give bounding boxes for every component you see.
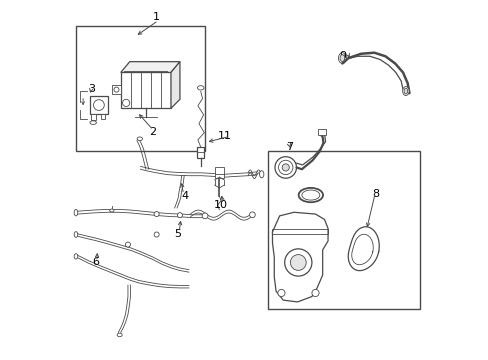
Text: 11: 11 bbox=[217, 131, 231, 141]
Circle shape bbox=[278, 160, 292, 175]
Circle shape bbox=[282, 164, 289, 171]
Circle shape bbox=[284, 249, 311, 276]
Bar bbox=[89, 96, 108, 114]
Circle shape bbox=[154, 232, 159, 237]
Circle shape bbox=[93, 100, 104, 111]
Ellipse shape bbox=[259, 171, 264, 178]
Text: 10: 10 bbox=[214, 200, 228, 210]
Text: 5: 5 bbox=[174, 229, 181, 239]
Ellipse shape bbox=[74, 254, 78, 259]
Polygon shape bbox=[171, 62, 180, 108]
Text: 2: 2 bbox=[149, 127, 156, 136]
Circle shape bbox=[114, 87, 119, 92]
Circle shape bbox=[311, 289, 319, 297]
Text: 1: 1 bbox=[153, 12, 160, 22]
Polygon shape bbox=[121, 62, 180, 72]
Ellipse shape bbox=[197, 86, 203, 90]
Circle shape bbox=[154, 212, 159, 217]
Ellipse shape bbox=[117, 333, 122, 337]
Bar bbox=[91, 114, 96, 120]
Ellipse shape bbox=[301, 190, 319, 200]
Ellipse shape bbox=[402, 87, 408, 95]
Circle shape bbox=[249, 212, 255, 218]
Bar bbox=[197, 147, 204, 158]
Text: 6: 6 bbox=[92, 257, 99, 267]
Bar bbox=[272, 229, 327, 234]
Circle shape bbox=[274, 157, 296, 178]
Text: 3: 3 bbox=[88, 84, 95, 94]
Bar bbox=[112, 85, 121, 94]
Circle shape bbox=[277, 289, 285, 297]
Bar bbox=[317, 129, 325, 135]
Circle shape bbox=[125, 242, 130, 247]
Ellipse shape bbox=[137, 137, 142, 140]
Circle shape bbox=[177, 213, 182, 218]
Circle shape bbox=[122, 99, 129, 107]
Circle shape bbox=[202, 213, 207, 219]
Ellipse shape bbox=[403, 88, 407, 94]
Bar bbox=[121, 72, 171, 108]
Ellipse shape bbox=[74, 210, 78, 216]
Ellipse shape bbox=[74, 231, 78, 237]
Text: 4: 4 bbox=[182, 191, 188, 201]
Text: 8: 8 bbox=[371, 189, 378, 199]
Text: 9: 9 bbox=[339, 51, 346, 61]
Text: 7: 7 bbox=[285, 142, 292, 152]
Bar bbox=[215, 167, 223, 178]
Bar bbox=[267, 151, 419, 309]
Ellipse shape bbox=[338, 53, 346, 63]
Circle shape bbox=[290, 255, 305, 270]
Bar bbox=[101, 114, 105, 119]
Ellipse shape bbox=[109, 209, 114, 212]
Bar bbox=[76, 26, 204, 151]
Ellipse shape bbox=[339, 55, 344, 62]
